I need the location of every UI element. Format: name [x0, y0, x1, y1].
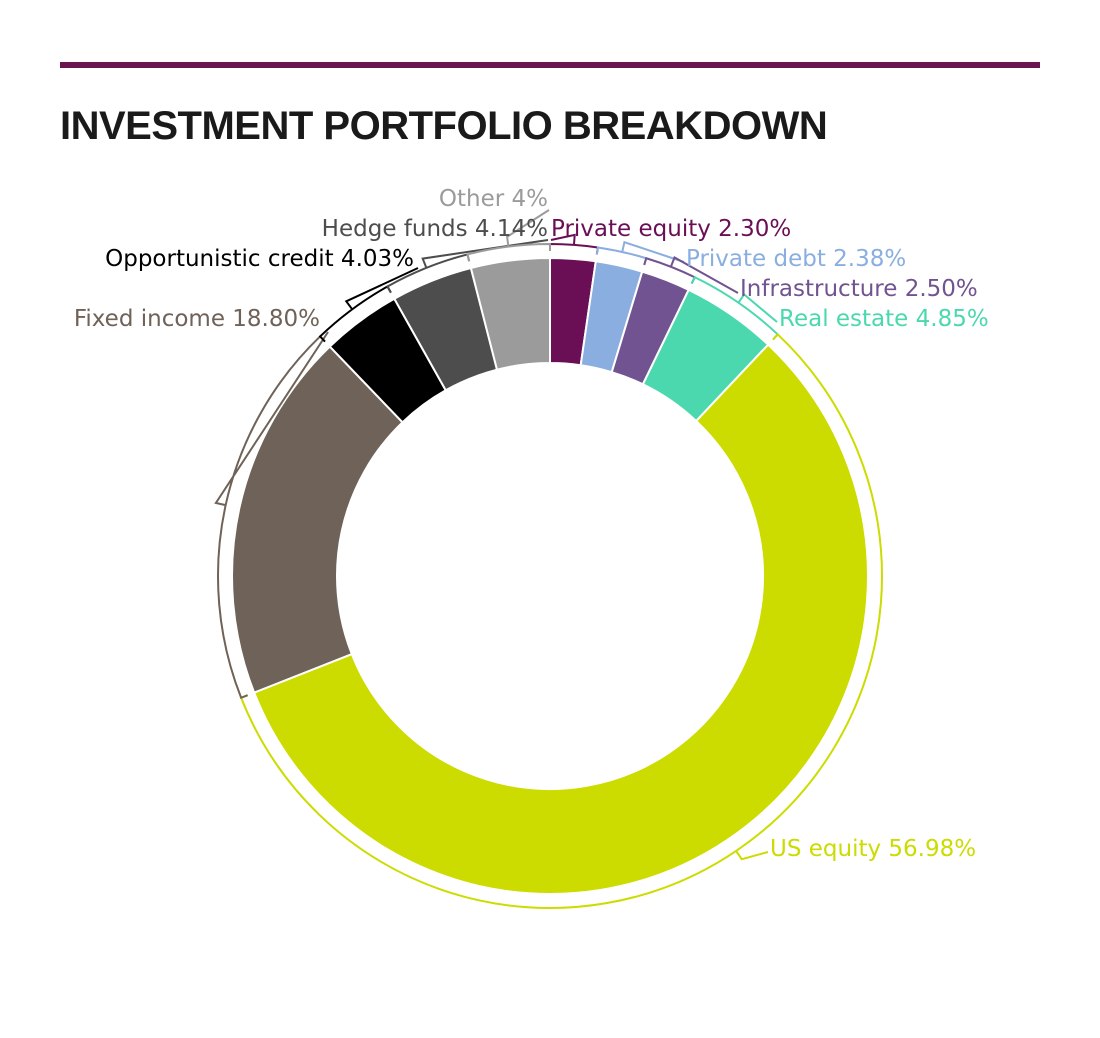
slice-other	[469, 256, 551, 371]
label-other: Other 4%	[439, 186, 548, 212]
label-us-equity: US equity 56.98%	[770, 836, 976, 862]
label-opportunistic-credit: Opportunistic credit 4.03%	[105, 246, 414, 272]
leader-other	[466, 209, 551, 262]
leaders-group	[214, 209, 883, 909]
leader-private-debt	[595, 240, 685, 266]
label-fixed-income: Fixed income 18.80%	[74, 306, 320, 332]
label-real-estate: Real estate 4.85%	[779, 306, 989, 332]
label-private-equity: Private equity 2.30%	[551, 216, 791, 242]
chart-title: INVESTMENT PORTFOLIO BREAKDOWN	[60, 104, 828, 148]
leader-fixed-income	[214, 331, 329, 700]
labels-group: Private equity 2.30% Private debt 2.38% In…	[74, 186, 989, 862]
top-rule	[60, 62, 1040, 68]
slices-group	[231, 256, 869, 895]
leader-us-equity	[239, 333, 883, 909]
label-infrastructure: Infrastructure 2.50%	[740, 276, 978, 302]
slice-fixed-income	[231, 345, 404, 694]
slice-us-equity	[252, 343, 869, 895]
label-hedge-funds: Hedge funds 4.14%	[322, 216, 548, 242]
label-private-debt: Private debt 2.38%	[686, 246, 906, 272]
